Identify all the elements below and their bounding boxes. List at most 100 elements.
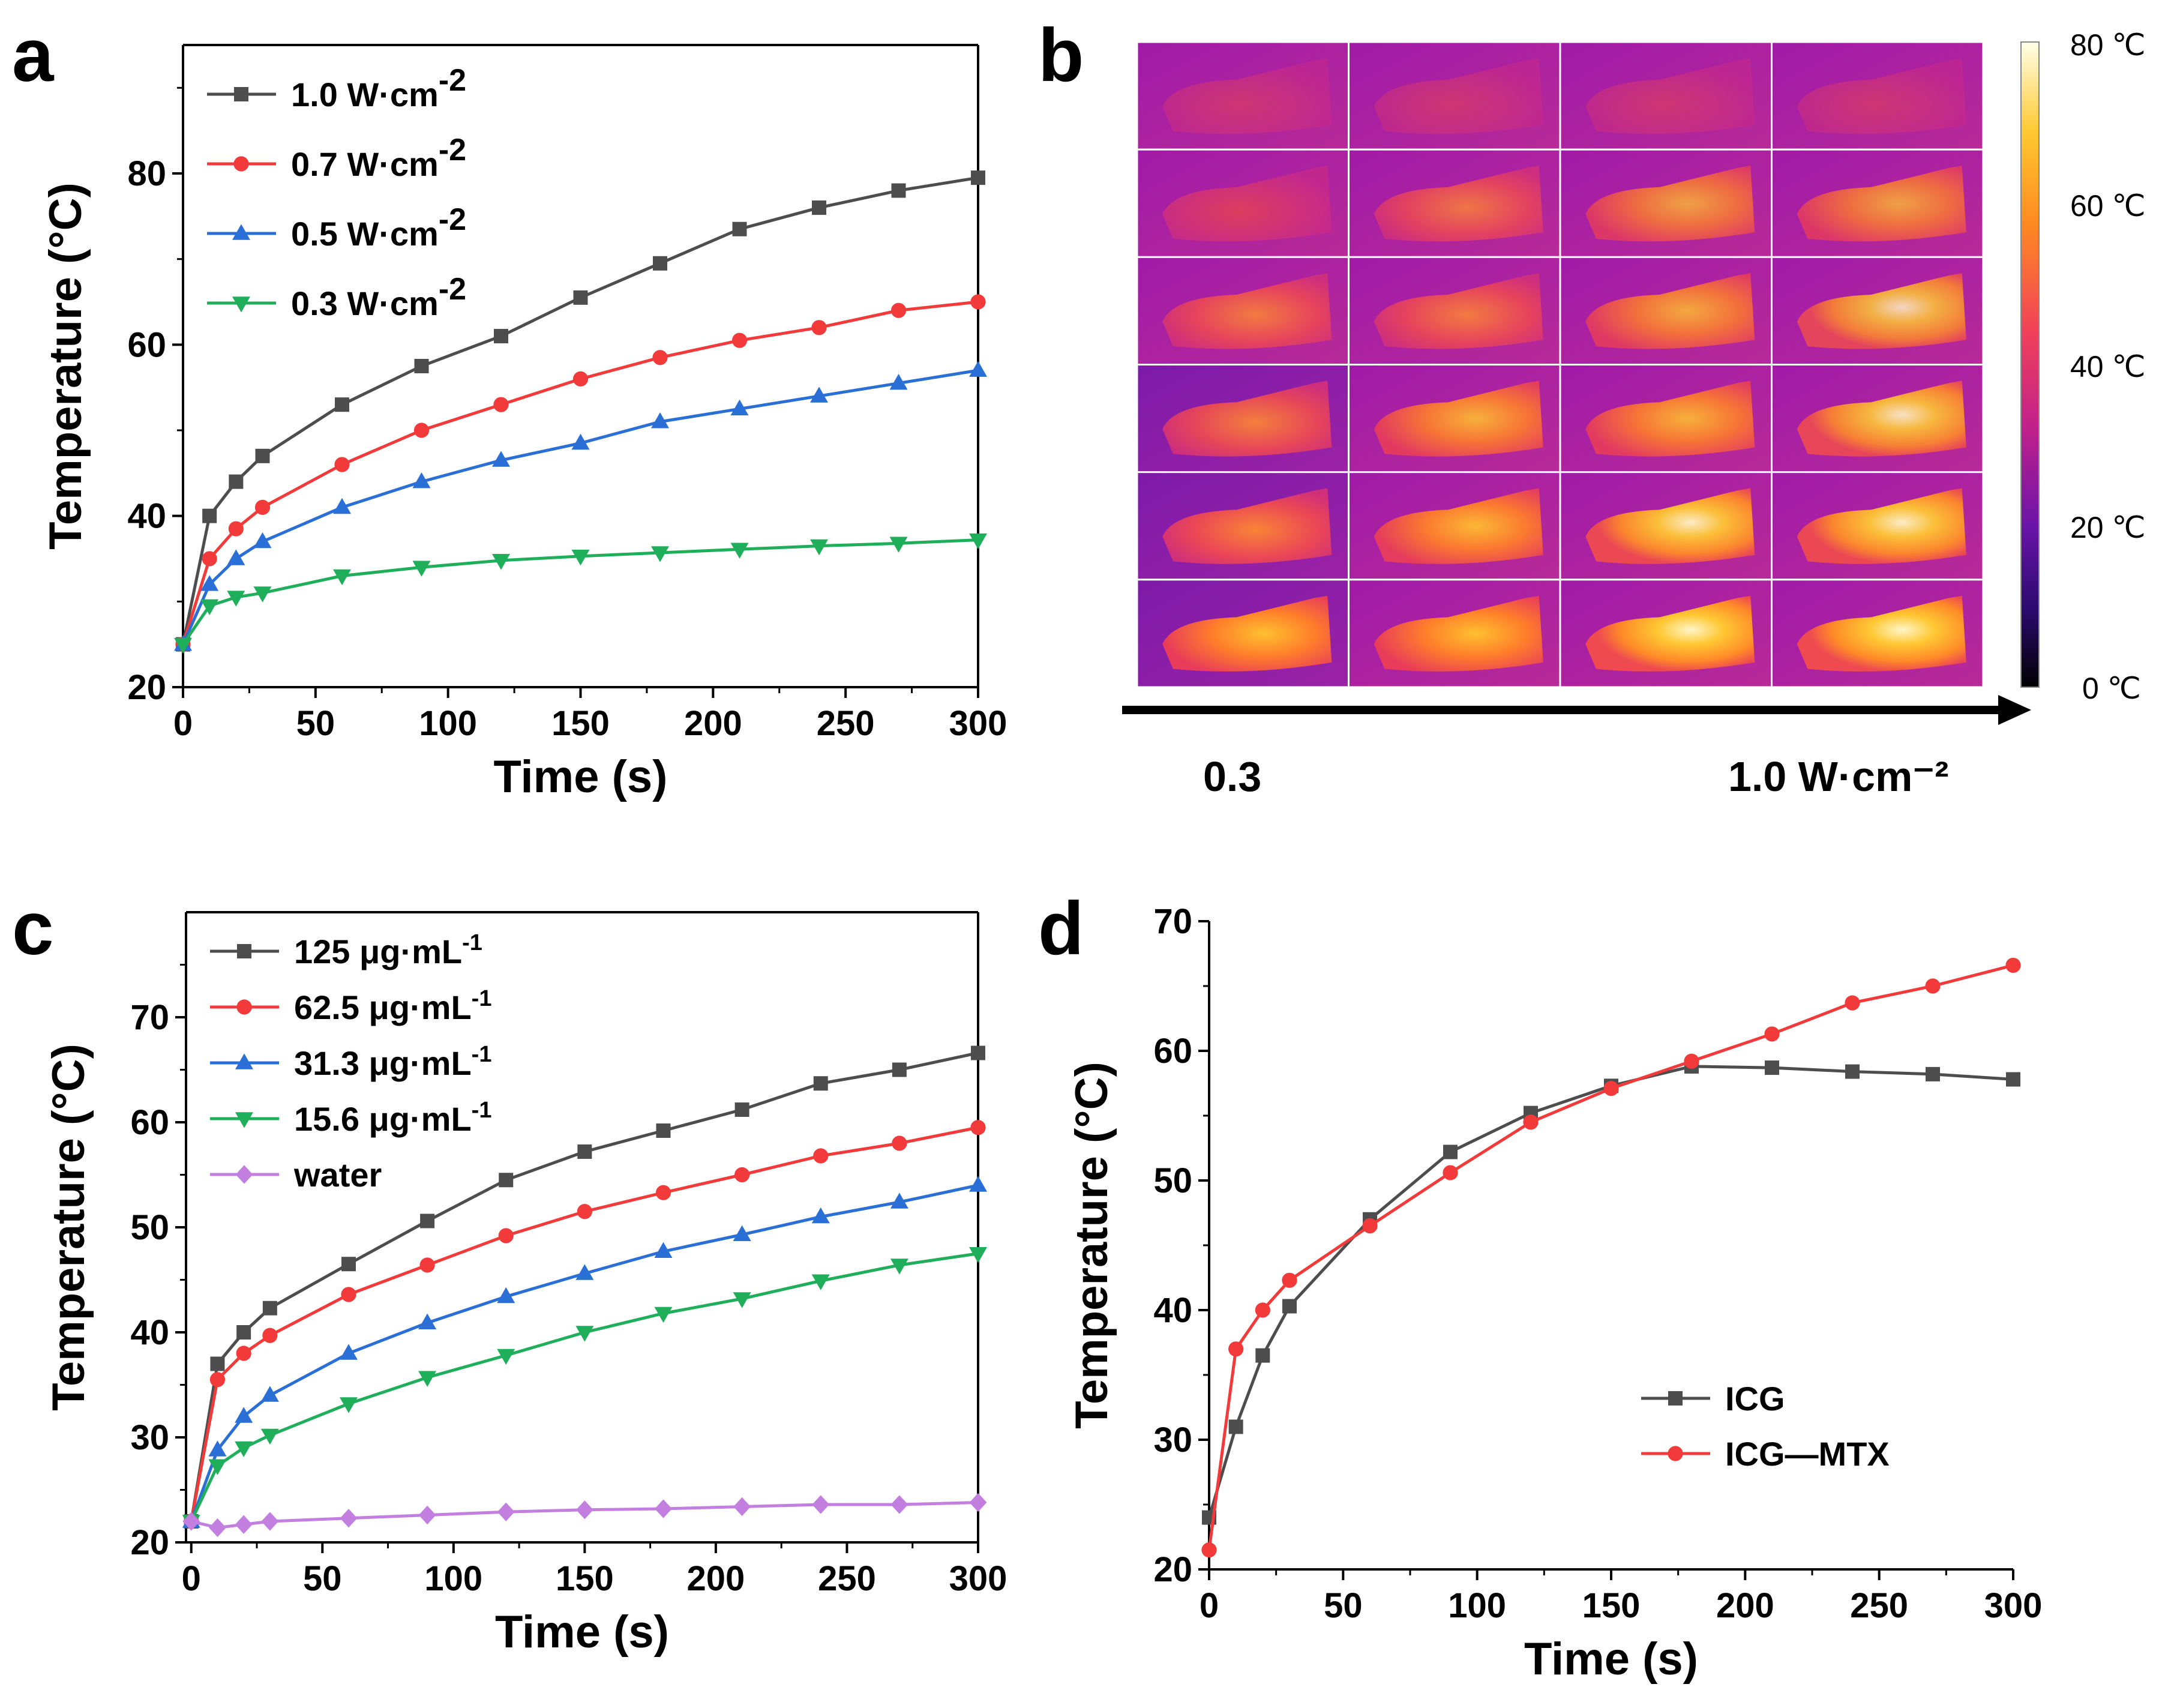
legend-label-c-0: 125 μg·mL-1 xyxy=(294,930,482,970)
data-point-c-4 xyxy=(340,1509,358,1528)
x-tick-label-a: 150 xyxy=(551,704,610,743)
data-point-a-2 xyxy=(889,373,908,390)
data-point-a-3 xyxy=(174,637,192,654)
thermal-hotspot xyxy=(1162,488,1332,564)
data-point-c-4 xyxy=(182,1512,200,1531)
x-tick-label-a: 100 xyxy=(419,704,477,743)
data-point-c-1 xyxy=(970,1120,986,1135)
data-point-c-0 xyxy=(210,1356,225,1371)
x-tick-label-c: 0 xyxy=(182,1559,201,1598)
y-tick-label-d: 60 xyxy=(1153,1032,1192,1071)
data-point-a-1 xyxy=(811,320,827,335)
legend-marker-a-3 xyxy=(232,296,250,313)
data-point-c-1 xyxy=(419,1257,435,1273)
data-point-a-3 xyxy=(730,543,749,559)
data-point-d-1 xyxy=(1684,1053,1699,1069)
power-end-label: 1.0 W·cm⁻² xyxy=(1728,753,1949,800)
data-point-a-1 xyxy=(228,521,244,537)
data-point-d-1 xyxy=(1845,995,1860,1011)
thermal-hotspot xyxy=(1374,488,1543,564)
data-point-c-4 xyxy=(655,1499,672,1518)
x-tick-label-d: 300 xyxy=(1984,1586,2043,1625)
data-point-a-1 xyxy=(254,499,271,516)
data-point-a-2 xyxy=(730,399,749,416)
data-point-d-1 xyxy=(1523,1114,1539,1130)
thermal-cell xyxy=(1348,471,1561,581)
y-tick-label-d: 20 xyxy=(1153,1550,1192,1589)
data-point-a-2 xyxy=(492,451,510,467)
data-point-c-3 xyxy=(418,1371,437,1387)
y-tick-label-a: 60 xyxy=(127,325,166,364)
thermal-cell xyxy=(1136,256,1350,366)
panel-label-c: c xyxy=(12,887,54,970)
thermal-cell xyxy=(1348,364,1561,474)
power-arrow: 0.3 1.0 W·cm⁻² xyxy=(1122,695,2031,800)
data-point-a-0 xyxy=(732,221,747,236)
series-a-1 xyxy=(175,294,986,652)
y-axis-label-a: Temperature (°C) xyxy=(40,182,91,550)
data-point-d-1 xyxy=(1255,1302,1270,1318)
chart-d: 0 50 100 150 200 250 300 20 30 40 50 60 70 Time (s) Te… xyxy=(1066,902,2042,1685)
series-c-4 xyxy=(182,1493,987,1538)
data-point-d-1 xyxy=(1603,1081,1619,1096)
x-tick-label-a: 0 xyxy=(173,704,193,743)
thermal-hotspot xyxy=(1374,273,1543,349)
thermal-hotspot xyxy=(1797,380,1966,457)
series-line-a-1 xyxy=(181,300,979,645)
data-point-c-3 xyxy=(497,1349,515,1365)
data-point-a-0 xyxy=(971,170,985,185)
panel-label-b: b xyxy=(1038,14,1084,97)
legend-marker-a-2 xyxy=(232,224,250,240)
data-point-a-0 xyxy=(653,256,667,271)
thermal-cell xyxy=(1136,471,1350,581)
data-point-d-1 xyxy=(1362,1218,1378,1234)
series-c-0 xyxy=(184,1045,985,1529)
data-point-c-4 xyxy=(969,1493,987,1512)
legend-marker-c-1 xyxy=(236,999,252,1015)
series-d-1 xyxy=(1201,957,2021,1558)
colorbar: 80 ℃ 60 ℃ 40 ℃ 20 ℃ 0 ℃ xyxy=(2020,28,2146,705)
legend-label-c-2: 31.3 μg·mL-1 xyxy=(294,1042,491,1082)
data-point-c-2 xyxy=(733,1225,751,1242)
x-axis-label-c: Time (s) xyxy=(495,1607,669,1658)
data-point-c-1 xyxy=(498,1228,514,1243)
data-point-a-0 xyxy=(202,508,217,523)
data-point-c-4 xyxy=(497,1502,515,1521)
thermal-hotspot xyxy=(1162,273,1332,349)
colorbar-tick-60: 60 ℃ xyxy=(2070,189,2146,223)
data-point-a-3 xyxy=(889,537,908,553)
data-point-a-1 xyxy=(652,350,668,365)
data-point-c-0 xyxy=(892,1062,907,1077)
thermal-cell xyxy=(1348,579,1561,688)
data-point-c-0 xyxy=(971,1045,985,1060)
data-point-d-1 xyxy=(1201,1542,1217,1558)
data-point-a-2 xyxy=(969,361,987,377)
thermal-hotspot xyxy=(1374,58,1543,134)
data-point-c-3 xyxy=(260,1428,279,1445)
data-point-c-3 xyxy=(235,1441,253,1458)
series-a-0 xyxy=(176,170,985,652)
legend-label-a-2: 0.5 W·cm-2 xyxy=(291,202,466,253)
data-point-d-1 xyxy=(1925,978,1941,994)
thermal-cell xyxy=(1136,148,1350,258)
x-tick-label-a: 50 xyxy=(296,704,335,743)
thermal-hotspot xyxy=(1374,380,1543,457)
data-point-c-4 xyxy=(575,1500,593,1520)
data-point-a-3 xyxy=(333,569,351,586)
y-tick-label-a: 20 xyxy=(127,668,166,707)
data-point-c-2 xyxy=(890,1192,908,1209)
thermal-hotspot xyxy=(1374,166,1543,242)
data-point-c-4 xyxy=(812,1495,830,1514)
legend-d: ICG ICG—MTX xyxy=(1641,1380,1890,1473)
data-point-c-2 xyxy=(418,1313,437,1330)
data-point-a-1 xyxy=(413,422,430,438)
data-point-c-1 xyxy=(813,1148,829,1164)
legend-marker-c-4 xyxy=(235,1165,253,1184)
thermal-cell xyxy=(1559,579,1773,688)
colorbar-tick-0: 0 ℃ xyxy=(2082,672,2141,705)
data-point-d-0 xyxy=(1926,1066,1940,1081)
data-point-c-2 xyxy=(969,1176,987,1192)
data-point-c-4 xyxy=(733,1497,751,1517)
data-point-a-3 xyxy=(200,599,219,616)
